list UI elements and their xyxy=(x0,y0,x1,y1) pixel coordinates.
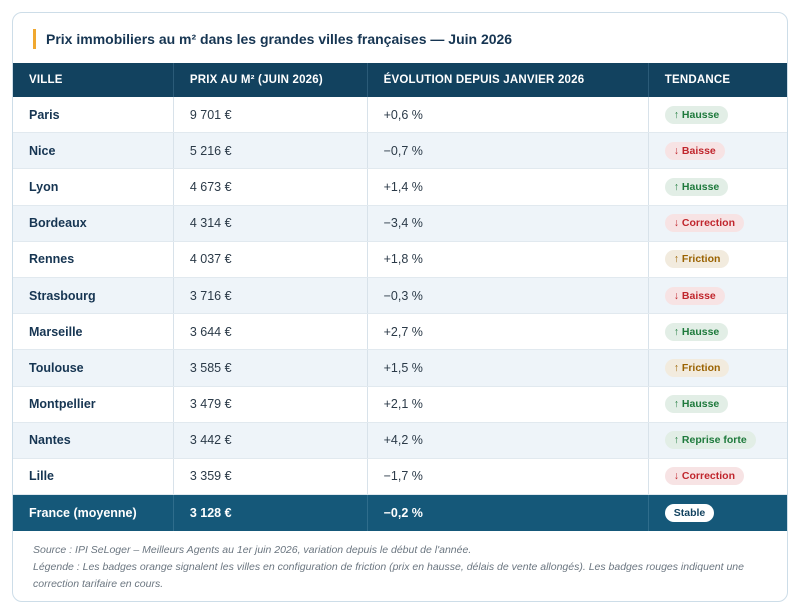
trend-badge: ↑ Hausse xyxy=(664,105,729,124)
trend-cell: ↑ Hausse xyxy=(647,313,787,351)
table-row: Strasbourg 3 716 € −0,3 % ↓ Baisse xyxy=(13,277,787,315)
city-cell: Bordeaux xyxy=(13,205,174,242)
value-cell: 3 716 € xyxy=(172,277,368,315)
value-cell: 3 585 € xyxy=(172,349,368,387)
value-cell: −0,3 % xyxy=(366,277,649,315)
trend-cell: ↑ Hausse xyxy=(647,97,787,134)
trend-badge: ↓ Baisse xyxy=(664,286,725,305)
accent-bar xyxy=(33,29,36,49)
value-cell: +0,6 % xyxy=(366,97,649,134)
trend-cell: ↑ Hausse xyxy=(647,168,787,206)
value-cell: 4 037 € xyxy=(172,241,368,278)
city-cell: Nantes xyxy=(13,422,174,459)
header-row: VILLE PRIX AU M² (JUIN 2026) ÉVOLUTION DEP… xyxy=(13,63,787,97)
value-cell: +4,2 % xyxy=(366,422,649,459)
value-cell: 3 442 € xyxy=(172,422,368,459)
trend-cell: ↑ Reprise forte xyxy=(647,422,787,459)
value-cell: 3 479 € xyxy=(172,386,368,423)
column-header: TENDANCE xyxy=(647,63,787,97)
city-cell: Lyon xyxy=(13,168,174,206)
trend-badge: ↑ Reprise forte xyxy=(664,431,756,450)
trend-badge: ↑ Friction xyxy=(664,358,730,377)
trend-badge: ↑ Hausse xyxy=(664,322,729,341)
table-row: Paris 9 701 € +0,6 % ↑ Hausse xyxy=(13,97,787,134)
trend-cell: ↓ Baisse xyxy=(647,277,787,315)
city-cell: Paris xyxy=(13,97,174,134)
column-header: VILLE xyxy=(13,63,174,97)
table-row: Bordeaux 4 314 € −3,4 % ↓ Correction xyxy=(13,205,787,242)
table-row: Rennes 4 037 € +1,8 % ↑ Friction xyxy=(13,241,787,278)
title: Prix immobiliers au m² dans les grandes … xyxy=(46,31,513,47)
trend-cell: Stable xyxy=(647,494,787,532)
table-row: France (moyenne) 3 128 € −0,2 % Stable xyxy=(13,494,787,532)
value-cell: +1,8 % xyxy=(366,241,649,278)
value-cell: +1,4 % xyxy=(366,168,649,206)
table-body: Paris 9 701 € +0,6 % ↑ Hausse Nice 5 216 € −0,… xyxy=(13,97,787,532)
note: Source : IPI SeLoger – Meilleurs Agents … xyxy=(33,544,472,556)
value-cell: 4 314 € xyxy=(172,205,368,242)
notes: Source : IPI SeLoger – Meilleurs Agents … xyxy=(33,542,763,593)
card: Prix immobiliers au m² dans les grandes … xyxy=(12,12,788,602)
value-cell: −0,7 % xyxy=(366,132,649,170)
trend-cell: ↑ Friction xyxy=(647,241,787,278)
column-header: ÉVOLUTION DEPUIS JANVIER 2026 xyxy=(366,63,649,97)
column-header: PRIX AU M² (JUIN 2026) xyxy=(172,63,368,97)
trend-cell: ↑ Hausse xyxy=(647,386,787,423)
note: Légende : Les badges orange signalent le… xyxy=(33,561,744,590)
table-row: Lille 3 359 € −1,7 % ↓ Correction xyxy=(13,458,787,496)
city-cell: Strasbourg xyxy=(13,277,174,315)
value-cell: −0,2 % xyxy=(366,494,649,532)
city-cell: Nice xyxy=(13,132,174,170)
trend-badge: ↓ Correction xyxy=(664,467,745,486)
trend-cell: ↓ Correction xyxy=(647,205,787,242)
value-cell: 4 673 € xyxy=(172,168,368,206)
trend-cell: ↑ Friction xyxy=(647,349,787,387)
table-row: Toulouse 3 585 € +1,5 % ↑ Friction xyxy=(13,349,787,387)
title-wrap: Prix immobiliers au m² dans les grandes … xyxy=(33,29,512,49)
table-row: Montpellier 3 479 € +2,1 % ↑ Hausse xyxy=(13,386,787,423)
table-row: Nantes 3 442 € +4,2 % ↑ Reprise forte xyxy=(13,422,787,459)
city-cell: Toulouse xyxy=(13,349,174,387)
table-row: Marseille 3 644 € +2,7 % ↑ Hausse xyxy=(13,313,787,351)
city-cell: Montpellier xyxy=(13,386,174,423)
trend-cell: ↓ Baisse xyxy=(647,132,787,170)
value-cell: 3 359 € xyxy=(172,458,368,496)
city-cell: Lille xyxy=(13,458,174,496)
value-cell: 5 216 € xyxy=(172,132,368,170)
table-row: Nice 5 216 € −0,7 % ↓ Baisse xyxy=(13,132,787,170)
value-cell: +2,1 % xyxy=(366,386,649,423)
trend-badge: ↑ Friction xyxy=(664,250,730,269)
value-cell: 3 128 € xyxy=(172,494,368,532)
trend-badge: ↑ Hausse xyxy=(664,395,729,414)
value-cell: +2,7 % xyxy=(366,313,649,351)
value-cell: −1,7 % xyxy=(366,458,649,496)
trend-badge: ↓ Correction xyxy=(664,214,745,233)
value-cell: 9 701 € xyxy=(172,97,368,134)
price-table: VILLE PRIX AU M² (JUIN 2026) ÉVOLUTION DEP… xyxy=(13,63,787,532)
value-cell: −3,4 % xyxy=(366,205,649,242)
table-row: Lyon 4 673 € +1,4 % ↑ Hausse xyxy=(13,168,787,206)
trend-badge: Stable xyxy=(664,504,715,523)
city-cell: Marseille xyxy=(13,313,174,351)
city-cell: France (moyenne) xyxy=(13,494,174,532)
value-cell: 3 644 € xyxy=(172,313,368,351)
value-cell: +1,5 % xyxy=(366,349,649,387)
trend-badge: ↓ Baisse xyxy=(664,141,725,160)
trend-cell: ↓ Correction xyxy=(647,458,787,496)
trend-badge: ↑ Hausse xyxy=(664,177,729,196)
city-cell: Rennes xyxy=(13,241,174,278)
